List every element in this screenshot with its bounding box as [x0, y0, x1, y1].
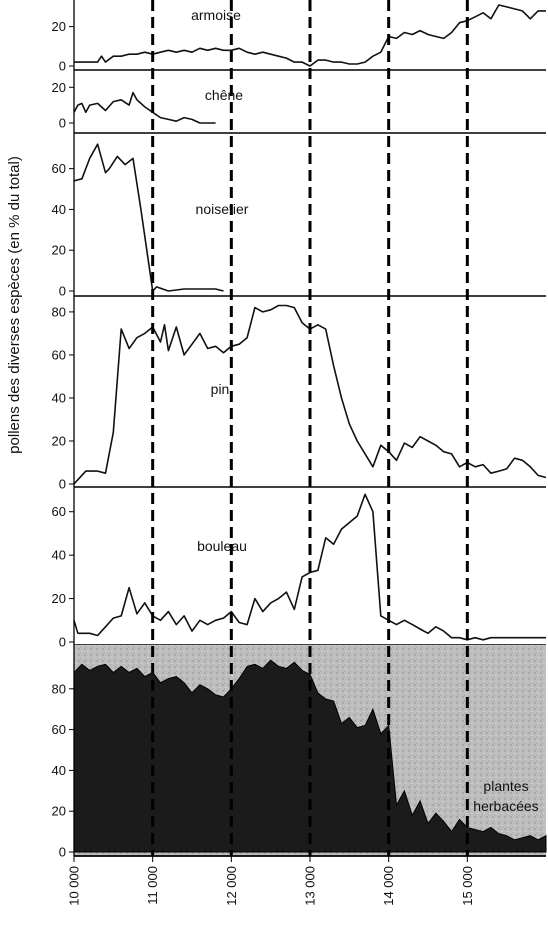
- series-label-line: plantes: [483, 778, 528, 794]
- y-tick-label: 40: [52, 763, 66, 778]
- y-tick-label: 40: [52, 548, 66, 563]
- y-tick-label: 80: [52, 304, 66, 319]
- y-tick-label: 60: [52, 504, 66, 519]
- panel-noisetier: 0 20 40 60 noisetier: [52, 133, 546, 299]
- x-tick-label: 11 000: [145, 866, 160, 905]
- reference-lines: [151, 0, 469, 856]
- series-label-plantes-herbacees: plantes herbacées: [473, 778, 538, 814]
- y-tick-label: 0: [59, 635, 66, 650]
- panel-pin: 0 20 40 60 80 pin: [52, 296, 547, 492]
- y-tick-label: 40: [52, 202, 66, 217]
- series-label-armoise: armoise: [191, 7, 241, 23]
- y-tick-label: 20: [52, 804, 66, 819]
- panels: 0 20 armoise 0 20 chêne 0 20 40 60 noisetier 0 20 40 6…: [52, 0, 547, 860]
- y-tick-label: 60: [52, 722, 66, 737]
- y-tick-label: 20: [52, 80, 66, 95]
- x-tick-label: 10 000: [67, 866, 82, 906]
- y-tick-label: 0: [59, 477, 66, 492]
- x-tick-label: 12 000: [224, 866, 239, 906]
- series-label-pin: pin: [211, 381, 230, 397]
- x-tick-label: 14 000: [381, 866, 396, 906]
- x-tick-label: 15 000: [460, 866, 475, 906]
- series-label-noisetier: noisetier: [196, 201, 249, 217]
- panel-bouleau: 0 20 40 60 bouleau: [52, 487, 546, 650]
- y-tick-label: 0: [59, 845, 66, 860]
- y-tick-label: 20: [52, 19, 66, 34]
- y-tick-label: 20: [52, 591, 66, 606]
- y-tick-label: 20: [52, 433, 66, 448]
- y-axis-label: pollens des diverses espèces (en % du to…: [6, 156, 23, 454]
- y-tick-label: 60: [52, 347, 66, 362]
- series-label-line: herbacées: [473, 798, 538, 814]
- x-tick-label: 13 000: [303, 866, 318, 906]
- series-label-chene: chêne: [205, 87, 243, 103]
- y-tick-label: 20: [52, 243, 66, 258]
- y-tick-label: 80: [52, 681, 66, 696]
- y-tick-label: 0: [59, 116, 66, 131]
- x-axis: 10 000 11 000 12 000 13 000 14 000 15 000: [67, 855, 546, 906]
- series-label-bouleau: bouleau: [197, 538, 247, 554]
- y-tick-label: 60: [52, 161, 66, 176]
- y-tick-label: 0: [59, 59, 66, 74]
- panel-plantes-herbacees: 0 20 40 60 80 plantes herbacées: [52, 645, 547, 860]
- y-tick-label: 40: [52, 390, 66, 405]
- panel-chene: 0 20 chêne: [52, 70, 546, 134]
- y-tick-label: 0: [59, 284, 66, 299]
- series-line-chene: [73, 91, 216, 124]
- series-line-noisetier: [73, 143, 224, 292]
- panel-armoise: 0 20 armoise: [52, 0, 546, 74]
